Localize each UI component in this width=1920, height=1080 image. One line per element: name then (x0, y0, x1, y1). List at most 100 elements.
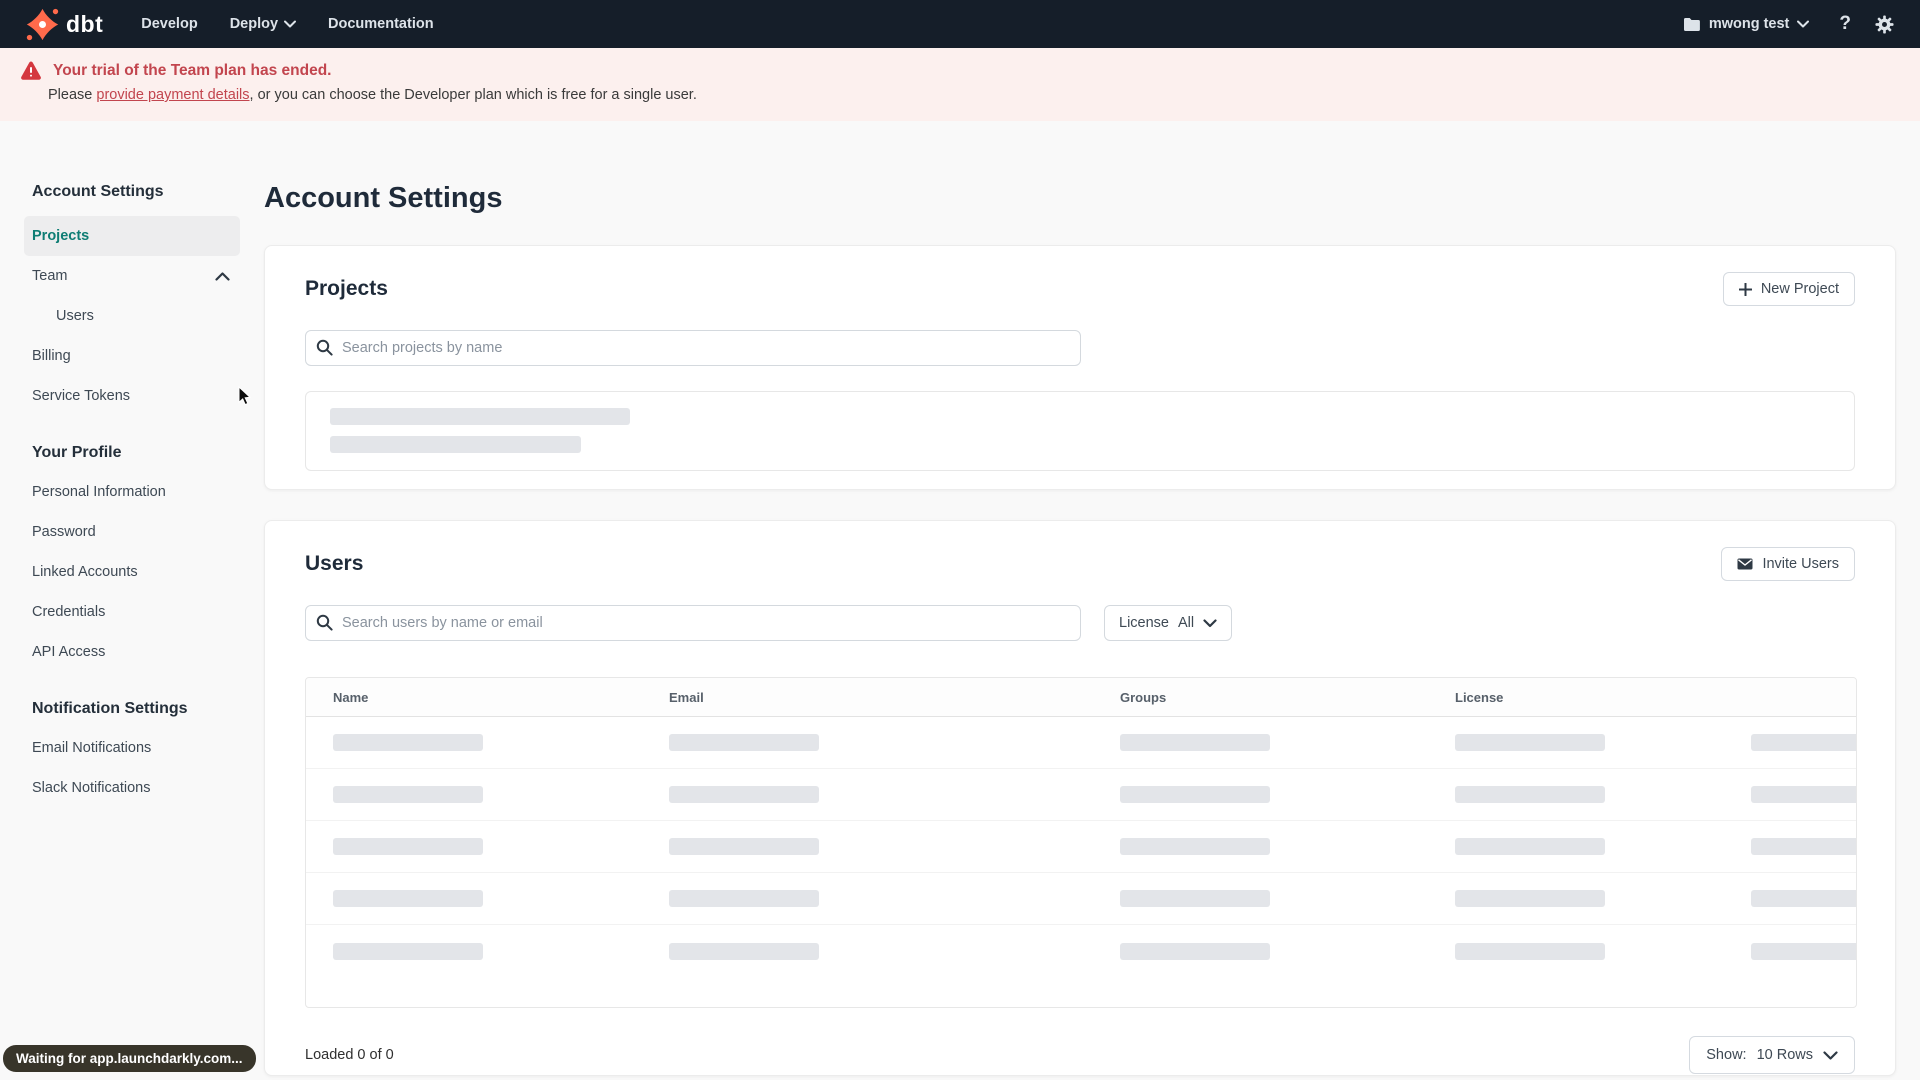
sidebar-item-password-label: Password (32, 524, 96, 540)
skeleton-bar (1455, 786, 1605, 803)
sidebar-item-team-label: Team (32, 268, 68, 284)
skeleton-bar (1455, 890, 1605, 907)
nav-link-deploy-label: Deploy (229, 16, 279, 32)
provide-payment-details-link[interactable]: provide payment details (96, 87, 250, 103)
sidebar-item-billing[interactable]: Billing (24, 336, 240, 376)
table-row (306, 717, 1856, 769)
dbt-logo[interactable]: dbt (26, 8, 103, 41)
sidebar-item-linked-accounts-label: Linked Accounts (32, 564, 138, 580)
skeleton-bar (1751, 734, 1856, 751)
nav-link-deploy[interactable]: Deploy (229, 16, 297, 32)
new-project-button-label: New Project (1760, 281, 1839, 297)
sidebar-item-api-access[interactable]: API Access (24, 632, 240, 672)
sidebar-item-email-notifications-label: Email Notifications (32, 740, 152, 756)
license-filter-value: All (1177, 615, 1195, 631)
column-header-email: Email (669, 689, 704, 705)
search-icon (316, 339, 333, 356)
nav-links: Develop Deploy Documentation (141, 16, 433, 32)
skeleton-bar (1455, 734, 1605, 751)
search-icon (316, 614, 333, 631)
column-header-name: Name (333, 689, 369, 705)
skeleton-bar (333, 786, 483, 803)
sidebar-item-service-tokens[interactable]: Service Tokens (24, 376, 240, 416)
sidebar-heading-your-profile: Your Profile (32, 444, 122, 461)
users-search (305, 605, 1081, 641)
chevron-down-icon (1203, 618, 1217, 628)
table-row (306, 769, 1856, 821)
users-card-footer: Loaded 0 of 0 Show: 10 Rows (305, 1036, 1855, 1074)
sidebar-item-projects[interactable]: Projects (24, 216, 240, 256)
sidebar-heading-account-settings: Account Settings (32, 183, 164, 200)
skeleton-bar (333, 838, 483, 855)
sidebar-item-service-tokens-label: Service Tokens (32, 388, 131, 404)
show-rows-value: 10 Rows (1756, 1047, 1813, 1063)
nav-link-develop[interactable]: Develop (141, 16, 197, 32)
mouse-cursor (238, 386, 252, 406)
sidebar-item-email-notifications[interactable]: Email Notifications (24, 728, 240, 768)
projects-search-input[interactable] (305, 330, 1081, 366)
sidebar-item-slack-notifications-label: Slack Notifications (32, 780, 151, 796)
skeleton-bar (1455, 942, 1605, 960)
settings-sidebar: Account Settings Projects Team Users Bil… (24, 183, 240, 808)
sidebar-item-api-access-label: API Access (32, 644, 106, 660)
banner-title: Your trial of the Team plan has ended. (53, 62, 332, 79)
license-filter-label: License (1119, 615, 1169, 631)
banner-message-suffix: , or you can choose the Developer plan w… (249, 87, 697, 103)
sidebar-item-credentials[interactable]: Credentials (24, 592, 240, 632)
users-search-input[interactable] (305, 605, 1081, 641)
help-icon[interactable]: ? (1839, 13, 1851, 34)
show-rows-label: Show: (1706, 1047, 1747, 1063)
banner-message-prefix: Please (48, 87, 97, 103)
new-project-button[interactable]: New Project (1722, 272, 1855, 306)
skeleton-bar (1120, 942, 1270, 960)
column-header-license: License (1455, 689, 1504, 705)
skeleton-bar (330, 408, 630, 425)
gear-icon[interactable] (1875, 14, 1894, 34)
sidebar-item-password[interactable]: Password (24, 512, 240, 552)
envelope-icon (1737, 558, 1753, 570)
banner-message: Please provide payment details, or you c… (48, 87, 1896, 103)
skeleton-bar (1751, 890, 1856, 907)
projects-card: Projects New Project (264, 245, 1896, 490)
skeleton-bar (669, 838, 819, 855)
table-row (306, 925, 1856, 977)
skeleton-bar (333, 734, 483, 751)
skeleton-bar (1120, 734, 1270, 751)
users-table: Name Email Groups License (305, 677, 1857, 1008)
invite-users-button[interactable]: Invite Users (1721, 547, 1855, 581)
account-menu[interactable]: mwong test (1683, 16, 1810, 32)
projects-search (305, 330, 1081, 366)
sidebar-item-linked-accounts[interactable]: Linked Accounts (24, 552, 240, 592)
plus-icon (1738, 282, 1752, 296)
users-card-title: Users (305, 552, 364, 575)
skeleton-bar (669, 890, 819, 907)
sidebar-item-projects-label: Projects (32, 228, 90, 244)
column-header-actions (1724, 678, 1856, 716)
users-table-header: Name Email Groups License (306, 678, 1856, 717)
browser-status-bubble: Waiting for app.launchdarkly.com... (3, 1045, 256, 1072)
column-header-groups: Groups (1120, 689, 1167, 705)
sidebar-item-slack-notifications[interactable]: Slack Notifications (24, 768, 240, 808)
chevron-down-icon (1823, 1050, 1838, 1060)
skeleton-bar (669, 734, 819, 751)
skeleton-bar (1751, 786, 1856, 803)
projects-loading-placeholder (305, 391, 1855, 471)
table-row (306, 873, 1856, 925)
users-table-body (306, 717, 1856, 977)
show-rows-dropdown[interactable]: Show: 10 Rows (1689, 1036, 1855, 1074)
warning-triangle-icon (20, 61, 42, 81)
dbt-logo-text: dbt (66, 10, 104, 37)
skeleton-bar (330, 436, 581, 453)
account-name: mwong test (1708, 16, 1790, 32)
page-title: Account Settings (264, 182, 503, 214)
skeleton-bar (333, 942, 483, 960)
sidebar-item-credentials-label: Credentials (32, 604, 106, 620)
sidebar-item-personal-information[interactable]: Personal Information (24, 472, 240, 512)
nav-link-documentation[interactable]: Documentation (328, 16, 434, 32)
sidebar-item-team[interactable]: Team (24, 256, 240, 296)
trial-warning-banner: Your trial of the Team plan has ended. P… (0, 48, 1920, 121)
sidebar-item-personal-information-label: Personal Information (32, 484, 166, 500)
license-filter-dropdown[interactable]: License All (1104, 605, 1233, 641)
sidebar-item-users[interactable]: Users (24, 296, 240, 336)
skeleton-bar (669, 786, 819, 803)
